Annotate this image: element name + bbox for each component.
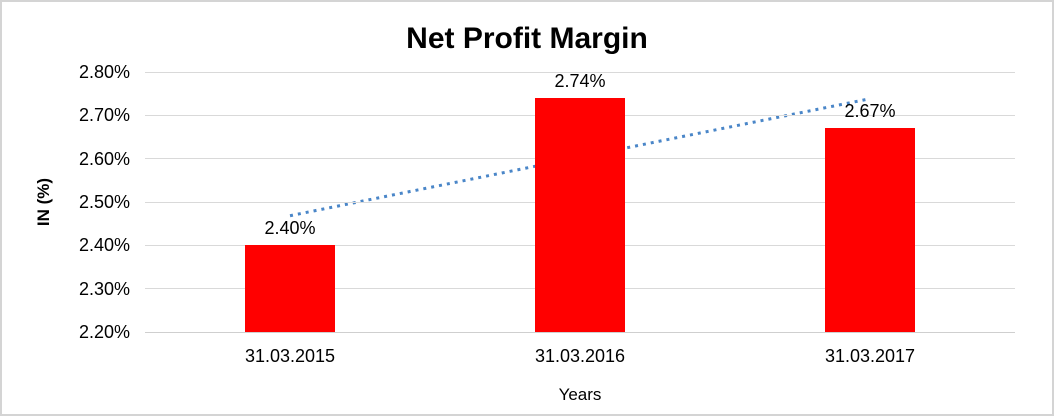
bar-data-label: 2.74% [554,71,606,91]
gridline [145,331,1015,333]
y-tick-label: 2.40% [78,235,130,256]
bar-data-label: 2.40% [264,218,316,239]
bar-data-label: 2.67% [844,101,896,122]
bar [245,245,335,332]
x-axis-title: Years [558,385,602,404]
bar [825,128,915,332]
y-tick-label: 2.50% [78,192,130,212]
gridline [145,71,1015,73]
y-tick-label: 2.80% [78,62,130,82]
y-tick-label: 2.30% [78,278,130,299]
bar [535,98,625,332]
y-tick-label: 2.60% [78,148,130,169]
y-tick-label: 2.70% [78,105,130,126]
x-tick-label: 31.03.2017 [824,346,916,366]
y-tick-label: 2.20% [78,322,130,342]
x-tick-label: 31.03.2016 [534,346,626,366]
chart-title: Net Profit Margin [406,22,648,55]
x-tick-label: 31.03.2015 [244,346,336,366]
